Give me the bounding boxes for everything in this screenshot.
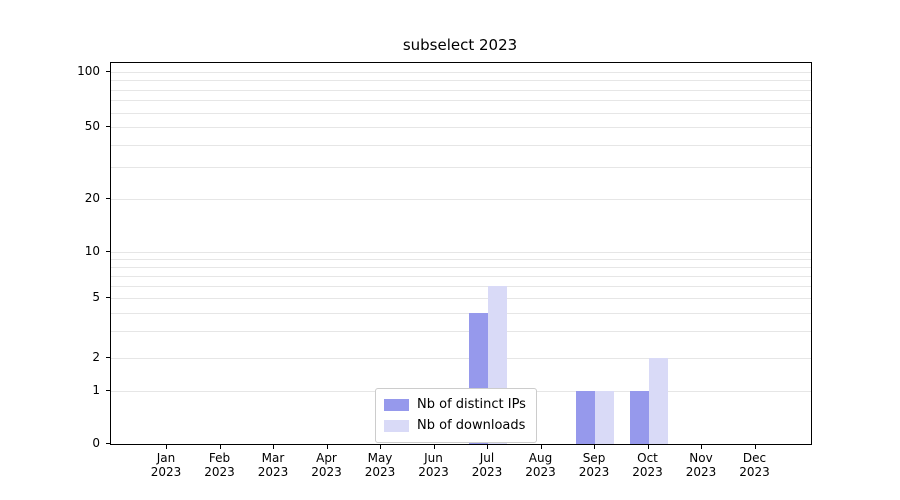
gridline [111,144,811,146]
gridline [111,199,811,200]
gridline [111,312,811,314]
y-tick-mark [106,357,110,358]
plot-area [110,62,812,445]
y-tick-label: 100 [77,64,100,78]
x-tick-mark [166,445,167,449]
bar-distinct-ips [629,391,649,444]
x-tick-mark [487,445,488,449]
x-tick-label: Jan 2023 [150,451,182,480]
bar-downloads [595,391,614,444]
bar-downloads [648,358,668,444]
gridline [111,275,811,277]
x-tick-mark [754,445,756,449]
gridline [111,258,811,260]
x-tick-label: May 2023 [364,451,396,480]
gridline [111,167,811,169]
y-tick-mark [106,126,110,127]
y-tick-label: 0 [92,436,100,450]
x-tick-label: Oct 2023 [632,451,663,480]
x-tick-mark [540,445,542,449]
x-tick-mark [326,445,328,449]
y-tick-mark [106,443,110,444]
y-tick-mark [106,198,110,199]
gridline [111,127,811,128]
x-tick-label: Aug 2023 [525,451,556,480]
gridline [111,89,811,91]
bar-distinct-ips [576,391,595,444]
y-tick-label: 1 [92,383,100,397]
y-tick-mark [106,297,110,298]
y-tick-label: 10 [84,244,100,258]
legend-label: Nb of downloads [417,418,526,433]
legend-item: Nb of distinct IPs [384,394,526,415]
y-tick-mark [106,251,110,252]
gridline [111,298,811,299]
legend-label: Nb of distinct IPs [417,397,526,412]
legend-item: Nb of downloads [384,415,526,436]
y-tick-label: 20 [84,191,100,205]
x-tick-mark [594,445,595,449]
x-tick-label: Jun 2023 [418,451,449,480]
gridline [111,266,811,268]
x-tick-mark [273,445,274,449]
gridline [111,72,811,73]
gridline [111,331,811,333]
x-tick-label: Feb 2023 [204,451,235,480]
legend-swatch-downloads [384,419,409,432]
gridline [111,252,811,253]
x-tick-label: Dec 2023 [739,451,770,480]
y-tick-label: 2 [92,350,100,364]
x-tick-mark [647,445,649,449]
x-tick-mark [433,445,435,449]
x-tick-label: Nov 2023 [685,451,717,480]
gridline [111,285,811,287]
legend-swatch-distinct-ips [384,398,409,411]
x-tick-mark [380,445,381,449]
y-tick-mark [106,71,110,72]
gridline [111,358,811,359]
legend: Nb of distinct IPs Nb of downloads [375,388,537,443]
x-tick-mark [701,445,702,449]
x-tick-label: Sep 2023 [578,451,610,480]
gridline [111,80,811,82]
x-tick-label: Apr 2023 [311,451,342,480]
gridline [111,100,811,102]
x-tick-mark [219,445,221,449]
y-tick-label: 50 [84,119,100,133]
y-tick-mark [106,390,110,391]
chart-title: subselect 2023 [402,36,518,54]
y-tick-label: 5 [92,290,100,304]
gridline [111,112,811,114]
x-tick-label: Mar 2023 [257,451,289,480]
x-tick-label: Jul 2023 [471,451,503,480]
